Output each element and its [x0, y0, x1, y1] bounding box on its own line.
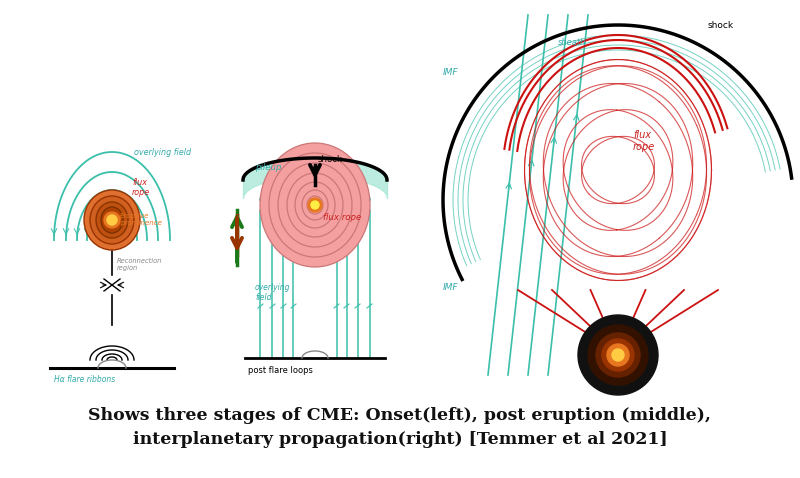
Circle shape [104, 212, 120, 228]
Circle shape [612, 349, 624, 361]
Ellipse shape [295, 182, 335, 228]
Ellipse shape [302, 190, 328, 220]
Text: flux rope: flux rope [323, 213, 362, 222]
Text: overlying field: overlying field [134, 148, 191, 157]
Text: shock: shock [318, 155, 343, 164]
Text: IMF: IMF [443, 283, 458, 292]
Ellipse shape [260, 143, 370, 267]
Text: pileup: pileup [255, 163, 282, 172]
Text: Shows three stages of CME: Onset(left), post eruption (middle),: Shows three stages of CME: Onset(left), … [89, 406, 711, 424]
Circle shape [596, 333, 640, 377]
Text: shock: shock [708, 21, 734, 30]
Ellipse shape [108, 215, 116, 225]
Ellipse shape [96, 202, 128, 238]
Text: IMF: IMF [443, 68, 458, 77]
Text: Eruptive
prominence: Eruptive prominence [120, 213, 162, 226]
Text: Hα flare ribbons: Hα flare ribbons [54, 375, 115, 384]
Ellipse shape [287, 173, 343, 237]
Circle shape [107, 215, 117, 225]
Circle shape [578, 315, 658, 395]
Circle shape [607, 344, 629, 366]
Ellipse shape [101, 207, 123, 233]
Text: overlying
field: overlying field [255, 282, 290, 302]
Circle shape [308, 198, 322, 212]
Circle shape [588, 325, 648, 385]
Text: flux
rope: flux rope [132, 178, 150, 197]
Text: Reconnection
region: Reconnection region [117, 258, 162, 271]
Ellipse shape [84, 190, 140, 250]
Circle shape [311, 201, 319, 209]
Ellipse shape [307, 196, 323, 214]
Ellipse shape [278, 163, 352, 247]
Ellipse shape [269, 153, 361, 257]
Ellipse shape [90, 196, 134, 244]
Text: sheath: sheath [558, 38, 586, 47]
Circle shape [602, 339, 634, 371]
Text: interplanetary propagation(right) [Temmer et al 2021]: interplanetary propagation(right) [Temme… [133, 432, 667, 448]
Text: flux
rope: flux rope [633, 130, 655, 152]
Text: post flare loops: post flare loops [247, 366, 313, 375]
Ellipse shape [105, 212, 119, 228]
